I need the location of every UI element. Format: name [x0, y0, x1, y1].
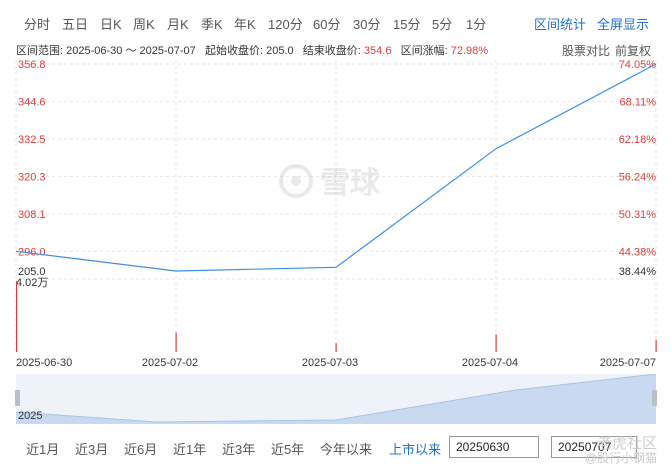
tab-30min[interactable]: 30分 — [353, 17, 381, 32]
y-tick-label: 308.1 — [18, 209, 46, 221]
range-3y[interactable]: 近3年 — [222, 442, 256, 457]
x-tick-label: 2025-07-03 — [302, 357, 358, 369]
overview-area-chart — [16, 374, 656, 424]
overview-navigator[interactable] — [15, 374, 657, 424]
y-tick-right-label: 56.24% — [619, 171, 657, 183]
base-price-label: 205.0 — [18, 266, 46, 278]
start-close-value: 205.0 — [266, 45, 294, 57]
tab-yearly-k[interactable]: 年K — [234, 17, 256, 32]
snowball-logo-icon — [279, 164, 313, 198]
start-close-label: 起始收盘价: — [204, 45, 264, 57]
tab-60min[interactable]: 60分 — [313, 17, 341, 32]
y-tick-right-label: 44.38% — [619, 246, 657, 258]
y-tick-right-label: 50.31% — [619, 209, 657, 221]
range-selector: 近1月 近3月 近6月 近1年 近3年 近5年 今年以来 上市以来 — [0, 436, 671, 460]
x-axis: 2025-06-30 2025-07-02 2025-07-03 2025-07-04… — [16, 357, 656, 369]
tab-monthly-k[interactable]: 月K — [167, 17, 189, 32]
x-tick-label: 2025-06-30 — [16, 357, 72, 369]
overview-year-label: 2025 — [18, 410, 43, 422]
range-stats-link[interactable]: 区间统计 — [534, 17, 587, 32]
range-since-listing[interactable]: 上市以来 — [389, 442, 442, 457]
range-ytd[interactable]: 今年以来 — [320, 442, 373, 457]
y-tick-label: 320.3 — [18, 171, 46, 183]
range-6m[interactable]: 近6月 — [124, 442, 158, 457]
period-tabs: 分时 五日 日K 周K 月K 季K 年K 120分 60分 30分 15分 5分… — [0, 0, 671, 40]
y-tick-right-label: 68.11% — [620, 97, 657, 109]
volume-bar — [175, 332, 177, 352]
snowball-watermark: 雪球 — [279, 164, 381, 200]
end-close-label: 结束收盘价: — [302, 45, 361, 57]
base-percent-label: 38.44% — [619, 266, 657, 278]
x-tick-label: 2025-07-02 — [142, 357, 198, 369]
snowball-brand-text: 雪球 — [320, 167, 381, 200]
overview-line — [16, 374, 656, 423]
y-tick-right-label: 62.18% — [619, 134, 657, 146]
range-label: 区间范围: — [16, 45, 64, 57]
range-1y[interactable]: 近1年 — [173, 442, 207, 457]
price-chart: 356.8 344.6 332.5 320.3 308.1 296.0 74.05% 68.… — [15, 59, 657, 369]
range-5y[interactable]: 近5年 — [271, 442, 305, 457]
date-from-input[interactable] — [449, 436, 539, 458]
watermark-user: @股行小钢猫 — [584, 451, 657, 465]
overview-area — [16, 374, 656, 424]
range-1m[interactable]: 近1月 — [26, 442, 60, 457]
y-tick-right-label: 74.05% — [619, 59, 657, 71]
y-tick-label: 332.5 — [18, 134, 46, 146]
y-tick-label: 296.0 — [18, 246, 46, 258]
adjust-button[interactable]: 前复权 — [615, 44, 652, 58]
watermark-site: 老虎社区 — [596, 435, 657, 452]
fullscreen-link[interactable]: 全屏显示 — [597, 17, 650, 32]
price-line — [15, 63, 657, 272]
snowball-logo-dot — [291, 176, 301, 186]
x-tick-label: 2025-07-07 — [600, 357, 656, 369]
volume-bar — [655, 339, 657, 352]
tab-intraday[interactable]: 分时 — [24, 17, 51, 32]
tab-daily-k[interactable]: 日K — [100, 17, 122, 32]
range-3m[interactable]: 近3月 — [75, 442, 109, 457]
stock-compare-button[interactable]: 股票对比 — [562, 44, 611, 58]
tab-1min[interactable]: 1分 — [466, 17, 487, 32]
overview-right-handle[interactable] — [652, 390, 657, 406]
range-value: 2025-06-30 ～ 2025-07-07 — [66, 45, 196, 57]
range-info: 区间范围: 2025-06-30 ～ 2025-07-07 起始收盘价: 205… — [16, 42, 488, 58]
volume-bar — [495, 334, 497, 352]
volume-bars — [16, 281, 657, 352]
community-watermark: 老虎社区 @股行小钢猫 — [584, 435, 657, 465]
tab-5min[interactable]: 5分 — [432, 17, 453, 32]
y-tick-label: 356.8 — [18, 59, 46, 71]
volume-bar — [16, 281, 18, 352]
tab-weekly-k[interactable]: 周K — [133, 17, 155, 32]
tab-quarterly-k[interactable]: 季K — [201, 17, 223, 32]
volume-bar — [335, 343, 337, 352]
x-tick-label: 2025-07-04 — [462, 357, 518, 369]
y-axis-left: 356.8 344.6 332.5 320.3 308.1 296.0 — [18, 59, 46, 258]
date-to-input[interactable] — [551, 436, 637, 458]
tab-15min[interactable]: 15分 — [393, 17, 421, 32]
change-label: 区间涨幅: — [400, 45, 448, 57]
chart-grid — [15, 60, 657, 352]
y-axis-right: 74.05% 68.11% 62.18% 56.24% 50.31% 44.38% — [619, 59, 657, 258]
tab-120min[interactable]: 120分 — [268, 17, 303, 32]
volume-max-label: 4.02万 — [16, 277, 48, 289]
change-value: 72.98% — [450, 45, 489, 57]
y-tick-label: 344.6 — [18, 97, 46, 109]
end-close-value: 354.6 — [363, 45, 392, 57]
tab-five-day[interactable]: 五日 — [62, 17, 89, 32]
overview-left-handle[interactable] — [15, 390, 20, 406]
